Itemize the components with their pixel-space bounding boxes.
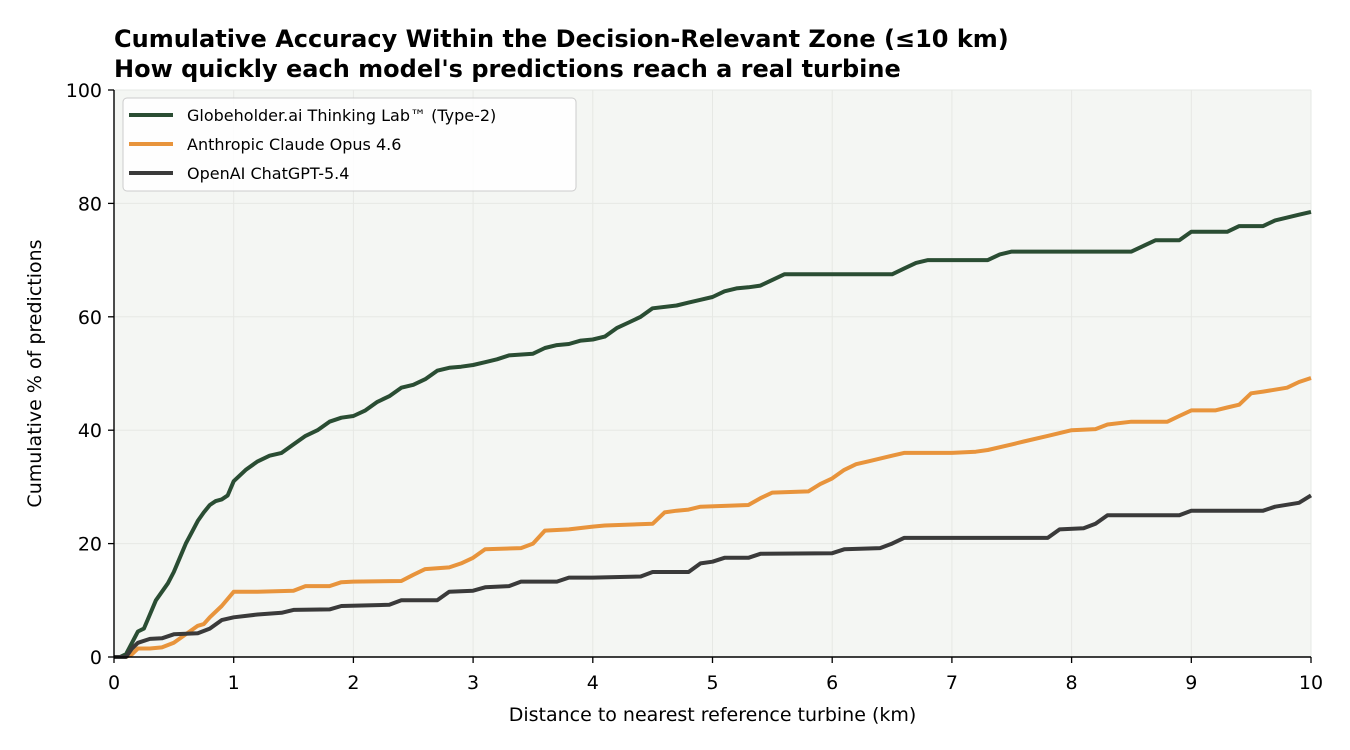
chart-subtitle: How quickly each model's predictions rea… xyxy=(114,55,901,83)
x-tick-label: 1 xyxy=(228,672,240,694)
series-line-2 xyxy=(114,376,1312,659)
legend: Globeholder.ai Thinking Lab™ (Type-2) Ant… xyxy=(122,97,577,192)
y-tick-label: 60 xyxy=(78,307,102,329)
x-axis-label: Distance to nearest reference turbine (k… xyxy=(509,704,917,726)
x-tick-label: 4 xyxy=(587,672,599,694)
legend-label-1: Globeholder.ai Thinking Lab™ (Type-2) xyxy=(187,106,496,125)
x-tick-label: 3 xyxy=(467,672,479,694)
legend-box xyxy=(122,97,577,192)
y-tick-label: 40 xyxy=(78,420,102,442)
legend-label-3: OpenAI ChatGPT-5.4 xyxy=(187,164,349,183)
x-tick-label: 0 xyxy=(108,672,120,694)
x-tick-label: 9 xyxy=(1185,672,1197,694)
x-tick-label: 2 xyxy=(347,672,359,694)
legend-label-2: Anthropic Claude Opus 4.6 xyxy=(187,135,401,154)
y-tick-label: 100 xyxy=(66,80,102,102)
x-tick-label: 6 xyxy=(826,672,838,694)
x-tick-label: 7 xyxy=(946,672,958,694)
chart-title: Cumulative Accuracy Within the Decision-… xyxy=(114,25,1009,53)
y-tick-label: 80 xyxy=(78,193,102,215)
series-line-3 xyxy=(114,493,1313,659)
series-layer xyxy=(114,209,1313,659)
y-tick-label: 20 xyxy=(78,534,102,556)
x-tick-label: 8 xyxy=(1066,672,1078,694)
y-axis-label: Cumulative % of predictions xyxy=(24,239,46,507)
y-tick-label: 0 xyxy=(90,647,102,669)
x-tick-label: 10 xyxy=(1299,672,1323,694)
series-line-1 xyxy=(114,209,1312,659)
x-tick-label: 5 xyxy=(706,672,718,694)
